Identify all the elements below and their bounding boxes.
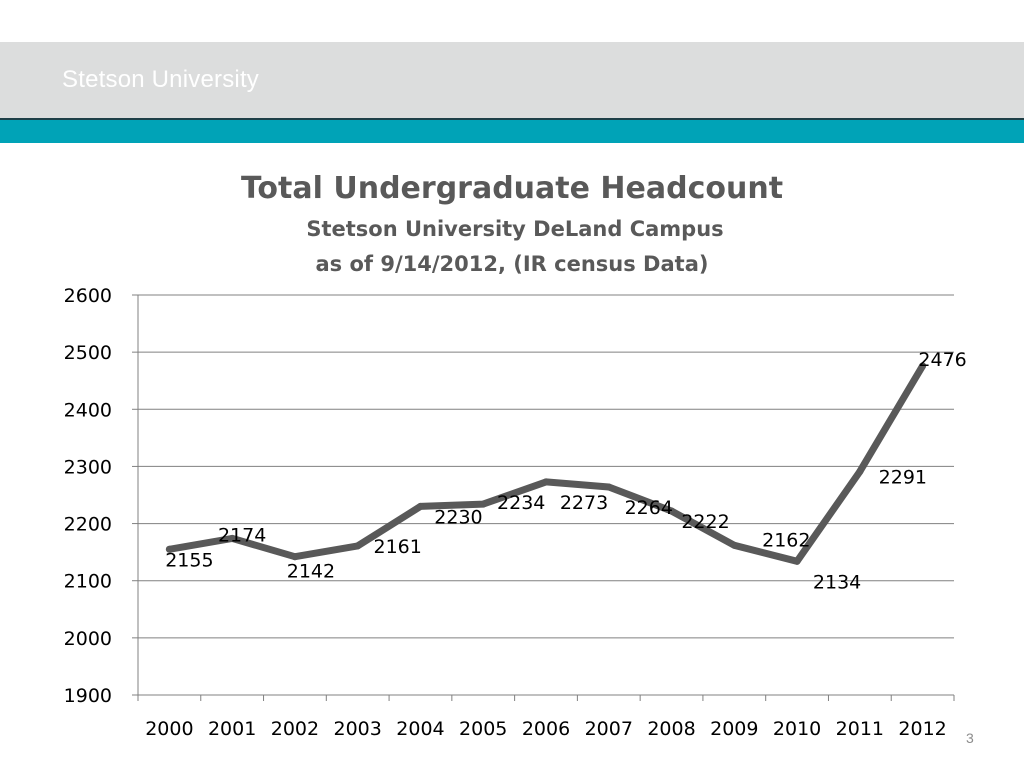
data-point-2000 xyxy=(165,545,173,553)
x-tick-label-2009: 2009 xyxy=(710,718,758,740)
data-label-2005: 2234 xyxy=(497,492,545,514)
data-point-2007 xyxy=(605,483,613,491)
y-tick-label: 2400 xyxy=(64,399,112,421)
x-tick-label-2002: 2002 xyxy=(271,718,319,740)
chart-title: Total Undergraduate Headcount xyxy=(241,171,783,206)
x-tick-label-2006: 2006 xyxy=(522,718,570,740)
chart-subtitle-line-2: as of 9/14/2012, (IR census Data) xyxy=(316,252,709,276)
data-point-2011 xyxy=(856,468,864,476)
series-layer xyxy=(165,362,927,565)
data-label-2003: 2161 xyxy=(374,536,422,558)
x-tick-label-2007: 2007 xyxy=(585,718,633,740)
data-point-2002 xyxy=(291,553,299,561)
y-tick-label: 2100 xyxy=(64,571,112,593)
y-tick-label: 2600 xyxy=(64,285,112,307)
x-tick-label-2010: 2010 xyxy=(773,718,821,740)
chart-subtitle-line-1: Stetson University DeLand Campus xyxy=(306,217,723,241)
data-label-2010: 2134 xyxy=(813,571,861,593)
data-point-2008 xyxy=(668,507,676,515)
data-label-2011: 2291 xyxy=(879,467,927,489)
y-tick-label: 2500 xyxy=(64,342,112,364)
x-tick-label-2004: 2004 xyxy=(396,718,444,740)
gridlines xyxy=(138,294,954,639)
data-point-2004 xyxy=(416,502,424,510)
page-number: 3 xyxy=(966,730,974,746)
header-band xyxy=(0,42,1024,118)
top-margin xyxy=(0,0,1024,42)
data-point-2010 xyxy=(793,557,801,565)
data-label-2009: 2162 xyxy=(762,529,810,551)
data-label-2012: 2476 xyxy=(918,349,966,371)
x-tick-label-2005: 2005 xyxy=(459,718,507,740)
y-tick-label: 1900 xyxy=(64,685,112,707)
data-label-2008: 2222 xyxy=(681,511,729,533)
data-label-2004: 2230 xyxy=(434,506,482,528)
y-tick-label: 2300 xyxy=(64,456,112,478)
data-label-2007: 2264 xyxy=(625,497,673,519)
data-label-2000: 2155 xyxy=(165,549,213,571)
axes: 1900 2000 2100 2200 2300 2400 2500 2600 2000 2001… xyxy=(64,285,955,740)
data-label-2002: 2142 xyxy=(287,561,335,583)
data-point-2003 xyxy=(354,542,362,550)
y-tick-label: 2000 xyxy=(64,628,112,650)
x-tick-label-2000: 2000 xyxy=(145,718,193,740)
data-label-2001: 2174 xyxy=(218,524,266,546)
x-tick-label-2008: 2008 xyxy=(647,718,695,740)
data-point-2006 xyxy=(542,478,550,486)
x-tick-label-2003: 2003 xyxy=(334,718,382,740)
y-tick-label: 2200 xyxy=(64,514,112,536)
data-label-2006: 2273 xyxy=(560,492,608,514)
data-point-2001 xyxy=(228,534,236,542)
accent-bar xyxy=(0,120,1024,143)
data-point-2012 xyxy=(919,362,927,370)
x-tick-label-2012: 2012 xyxy=(898,718,946,740)
x-tick-label-2011: 2011 xyxy=(836,718,884,740)
x-tick-label-2001: 2001 xyxy=(208,718,256,740)
header-title: Stetson University xyxy=(62,66,260,93)
data-point-2005 xyxy=(479,500,487,508)
data-point-2009 xyxy=(730,541,738,549)
header-divider xyxy=(0,118,1024,120)
